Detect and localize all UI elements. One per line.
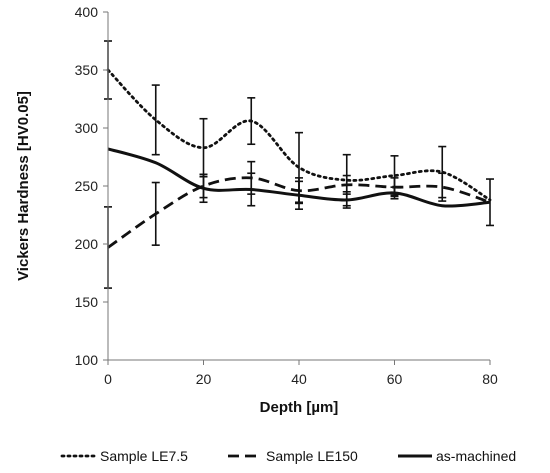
legend-label: Sample LE7.5 <box>100 448 188 464</box>
series-lines <box>106 68 492 249</box>
axes <box>103 11 491 365</box>
x-tick-label: 60 <box>387 371 403 387</box>
legend: Sample LE7.5 Sample LE150 as-machined <box>60 448 516 464</box>
x-tick-label: 20 <box>196 371 212 387</box>
x-tick-label: 0 <box>104 371 112 387</box>
series-line-as-machined <box>107 147 491 208</box>
y-tick-label: 300 <box>75 120 99 136</box>
legend-item-sample-le150: Sample LE150 <box>228 448 358 464</box>
y-tick-label: 350 <box>75 62 99 78</box>
legend-label: Sample LE150 <box>266 448 358 464</box>
x-axis-title: Depth [µm] <box>260 399 339 416</box>
x-tick-label: 40 <box>291 371 307 387</box>
legend-item-as-machined: as-machined <box>398 448 516 464</box>
error-bar <box>486 178 494 227</box>
series-line-sample-le7-5 <box>106 68 492 202</box>
y-tick-label: 200 <box>75 236 99 252</box>
tick-labels: 100 150 200 250 300 350 400 0 20 40 60 80 <box>75 4 498 387</box>
legend-label: as-machined <box>436 448 516 464</box>
x-tick-label: 80 <box>482 371 498 387</box>
y-tick-label: 100 <box>75 352 99 368</box>
series-line-sample-le150 <box>107 176 491 249</box>
y-tick-label: 250 <box>75 178 99 194</box>
y-axis-title: Vickers Hardness [HV0.05] <box>15 91 32 281</box>
legend-item-sample-le7-5: Sample LE7.5 <box>60 448 188 464</box>
y-tick-label: 400 <box>75 4 99 20</box>
y-tick-label: 150 <box>75 294 99 310</box>
